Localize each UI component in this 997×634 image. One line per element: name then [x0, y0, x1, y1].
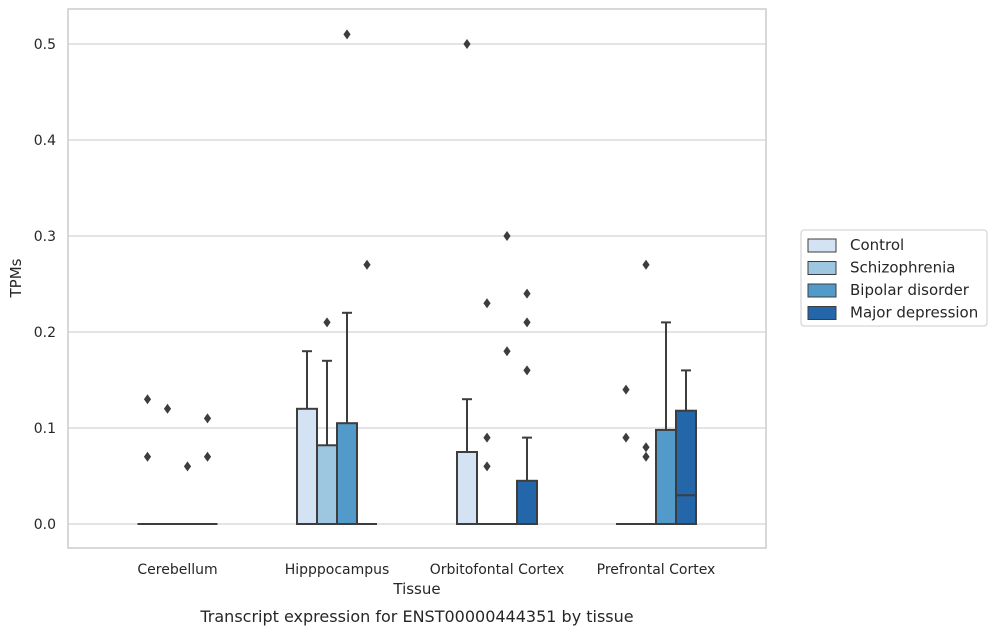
- box-schizophrenia: [316, 317, 338, 525]
- legend-label: Control: [850, 236, 904, 254]
- outlier-point: [463, 39, 471, 49]
- outlier-point: [203, 413, 212, 424]
- box-schizophrenia: [636, 259, 656, 525]
- outlier-point: [163, 403, 172, 414]
- outlier-point: [143, 394, 152, 405]
- outlier-point: [483, 461, 491, 472]
- outlier-point: [143, 451, 152, 462]
- box-bipolar-disorder: [177, 461, 198, 525]
- y-tick-label: 0.0: [34, 517, 56, 533]
- box-control: [616, 384, 636, 525]
- outlier-point: [503, 346, 511, 357]
- y-tick-label: 0.5: [34, 37, 56, 53]
- box-plot-series: [137, 29, 697, 526]
- box-major-depression: [197, 413, 218, 525]
- legend-label: Major depression: [850, 304, 978, 322]
- legend-swatch: [807, 261, 837, 275]
- outlier-point: [183, 461, 192, 472]
- y-tick-label: 0.1: [34, 421, 56, 437]
- y-axis-label: TPMs: [7, 258, 25, 298]
- outlier-point: [363, 259, 371, 270]
- box-schizophrenia: [157, 403, 178, 525]
- x-axis-ticks: Cerebellum Hipppocampus Orbitofontal Corte…: [137, 562, 715, 578]
- outlier-point: [483, 432, 491, 443]
- legend-frame: [800, 229, 988, 327]
- box-bipolar-disorder: [336, 29, 358, 526]
- box-control: [296, 350, 318, 525]
- box-body: [316, 444, 338, 525]
- x-tick-label: Prefrontal Cortex: [597, 562, 716, 578]
- outlier-point: [642, 259, 650, 270]
- outlier-point: [622, 432, 630, 443]
- legend-swatch: [807, 306, 837, 320]
- legend-swatch: [807, 283, 837, 298]
- plot-frame: [67, 8, 767, 549]
- x-tick-label: Hipppocampus: [285, 562, 390, 578]
- box-body: [296, 407, 318, 525]
- y-tick-label: 0.2: [34, 325, 56, 341]
- outlier-point: [622, 384, 630, 395]
- legend-label: Bipolar disorder: [850, 281, 970, 299]
- box-body: [516, 479, 538, 525]
- legend-swatch: [807, 238, 837, 253]
- box-major-depression: [516, 288, 538, 525]
- box-body: [675, 409, 697, 525]
- box-schizophrenia: [477, 298, 497, 525]
- x-axis-label: Tissue: [392, 580, 440, 598]
- x-tick-label: Orbitofontal Cortex: [430, 562, 565, 578]
- outlier-point: [523, 317, 531, 328]
- outlier-point: [642, 451, 650, 462]
- outlier-point: [523, 365, 531, 376]
- box-body: [336, 422, 358, 526]
- outlier-point: [203, 451, 212, 462]
- box-major-depression: [675, 369, 697, 525]
- x-tick-label: Cerebellum: [137, 562, 217, 578]
- box-body: [456, 451, 478, 525]
- outlier-point: [343, 29, 351, 40]
- y-tick-label: 0.4: [34, 133, 56, 149]
- outlier-point: [642, 442, 650, 453]
- legend-label: Schizophrenia: [850, 259, 955, 277]
- box-body: [655, 428, 677, 526]
- y-axis-ticks: 0.0 0.1 0.2 0.3 0.4 0.5: [34, 37, 56, 533]
- box-bipolar-disorder: [497, 231, 517, 525]
- outlier-point: [483, 298, 491, 309]
- outlier-point: [503, 231, 511, 241]
- y-tick-label: 0.3: [34, 229, 56, 245]
- box-control: [137, 394, 158, 525]
- outlier-point: [523, 288, 531, 299]
- box-control: [456, 39, 478, 525]
- outlier-point: [323, 317, 331, 328]
- box-major-depression: [357, 259, 377, 525]
- chart-caption: Transcript expression for ENST0000044435…: [199, 607, 633, 626]
- box-bipolar-disorder: [655, 321, 677, 526]
- legend: Control Schizophrenia Bipolar disorder Majo…: [800, 229, 988, 327]
